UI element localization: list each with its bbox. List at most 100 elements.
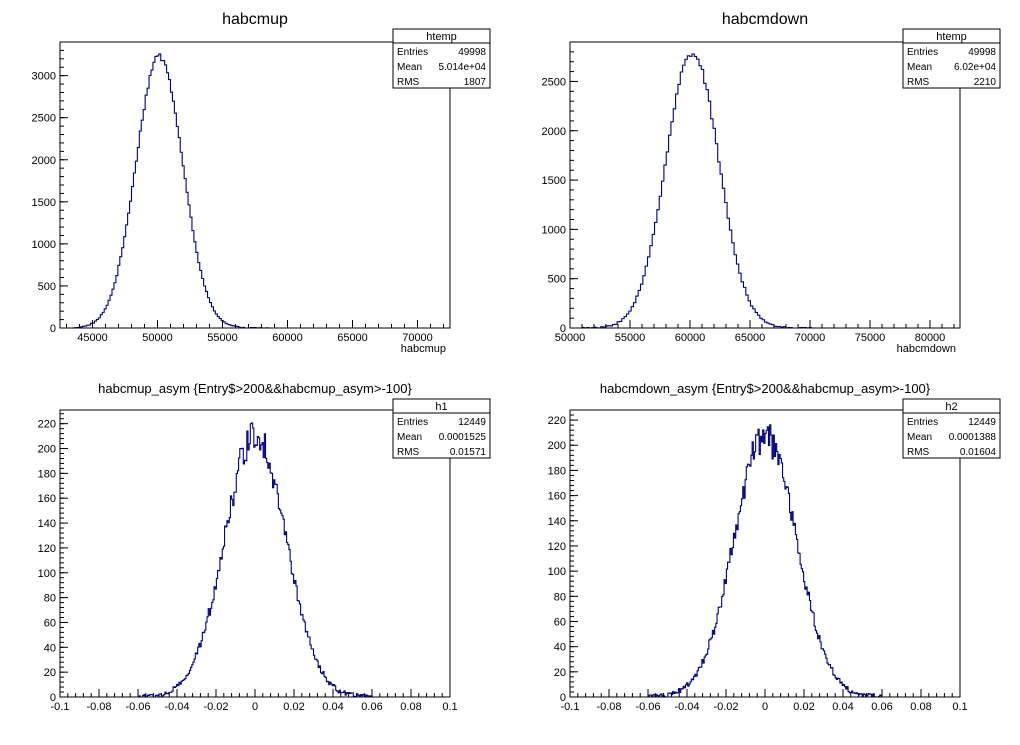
histogram-line (138, 422, 373, 698)
chart-title: habcmup_asym {Entry$>200&&habcmup_asym>-… (98, 381, 412, 396)
y-tick-label: 1500 (32, 197, 56, 209)
y-tick-label: 3000 (32, 71, 56, 83)
x-tick-label: 0.06 (871, 701, 892, 713)
x-tick-label: 0.08 (910, 701, 931, 713)
stats-rms-label: RMS (907, 77, 930, 88)
stats-entries-value: 49998 (968, 47, 996, 58)
y-tick-label: 2000 (32, 155, 56, 167)
y-tick-label: 60 (44, 617, 56, 629)
x-tick-label: 70000 (795, 332, 826, 344)
y-tick-label: 220 (548, 415, 566, 427)
y-tick-label: 0 (560, 692, 566, 704)
stats-box-name: h2 (945, 401, 957, 413)
y-tick-label: 180 (38, 468, 56, 480)
y-tick-label: 160 (548, 491, 566, 503)
x-tick-label: 65000 (735, 332, 766, 344)
stats-rms-value: 0.01571 (450, 447, 487, 458)
chart-panel-2: habcmdown 50000 55000 60000 65000 70000 75000 8… (542, 11, 1001, 355)
y-tick-label: 60 (554, 616, 566, 628)
y-tick-label: 500 (38, 281, 56, 293)
x-tick-label: 75000 (855, 332, 886, 344)
x-tick-label: -0.1 (561, 701, 580, 713)
y-tick-label: 200 (548, 440, 566, 452)
x-tick-label: 0.04 (322, 701, 343, 713)
stats-box: htemp Entries 49998 Mean 5.014e+04 RMS 1807 (392, 28, 491, 89)
stats-mean-label: Mean (397, 432, 422, 443)
stats-mean-label: Mean (907, 62, 932, 73)
x-tick-label: -0.02 (713, 701, 738, 713)
stats-box-frame (902, 398, 1001, 459)
stats-box-name: htemp (936, 31, 967, 43)
x-tick-label: -0.08 (86, 701, 111, 713)
stats-box-frame (392, 28, 491, 89)
x-tick-label: 60000 (675, 332, 706, 344)
y-tick-label: 20 (44, 667, 56, 679)
x-tick-label: 0.02 (793, 701, 814, 713)
y-tick-label: 120 (38, 543, 56, 555)
stats-entries-value: 12449 (458, 417, 486, 428)
stats-mean-value: 6.02e+04 (954, 62, 996, 73)
x-axis-label: habcmdown (897, 343, 956, 355)
x-tick-label: 0.06 (361, 701, 382, 713)
stats-entries-value: 12449 (968, 417, 996, 428)
stats-box: htemp Entries 49998 Mean 6.02e+04 RMS 2210 (902, 28, 1001, 89)
stats-mean-value: 0.0001525 (439, 432, 487, 443)
stats-box: h2 Entries 12449 Mean 0.0001388 RMS 0.01604 (902, 398, 1001, 459)
y-tick-label: 2500 (542, 76, 566, 88)
x-tick-label: 70000 (402, 332, 433, 344)
x-tick-label: 65000 (337, 332, 368, 344)
stats-entries-label: Entries (907, 417, 938, 428)
y-tick-label: 20 (554, 667, 566, 679)
stats-mean-label: Mean (907, 432, 932, 443)
x-tick-label: 0.02 (283, 701, 304, 713)
x-tick-label: 0 (252, 701, 258, 713)
chart-panel-1: habcmup 45000 50000 55000 60000 65000 70000 0 50… (32, 11, 491, 355)
x-tick-label: 0 (762, 701, 768, 713)
plot-frame (569, 41, 961, 329)
x-tick-label: -0.04 (164, 701, 189, 713)
y-tick-label: 100 (548, 566, 566, 578)
stats-rms-label: RMS (397, 447, 420, 458)
x-tick-label: -0.06 (635, 701, 660, 713)
chart-panel-4: habcmdown_asym {Entry$>200&&habcmup_asym… (548, 381, 1001, 713)
x-tick-label: -0.04 (674, 701, 699, 713)
y-tick-label: 0 (50, 692, 56, 704)
y-tick-label: 0 (560, 323, 566, 335)
x-tick-label: 45000 (77, 332, 108, 344)
histogram-line (581, 53, 816, 329)
y-tick-label: 80 (554, 591, 566, 603)
y-tick-label: 2500 (32, 113, 56, 125)
stats-mean-value: 0.0001388 (949, 432, 997, 443)
histogram-line (648, 424, 883, 698)
x-tick-label: 55000 (615, 332, 646, 344)
stats-rms-value: 0.01604 (960, 447, 997, 458)
y-tick-label: 1000 (542, 224, 566, 236)
stats-entries-label: Entries (907, 47, 938, 58)
y-tick-label: 140 (548, 516, 566, 528)
stats-box: h1 Entries 12449 Mean 0.0001525 RMS 0.01571 (392, 398, 491, 459)
y-tick-label: 180 (548, 465, 566, 477)
y-tick-label: 40 (554, 642, 566, 654)
x-tick-label: 50000 (142, 332, 173, 344)
y-tick-label: 0 (50, 323, 56, 335)
stats-entries-label: Entries (397, 417, 428, 428)
x-tick-label: 50000 (555, 332, 586, 344)
stats-rms-label: RMS (907, 447, 930, 458)
stats-box-frame (392, 398, 491, 459)
y-tick-label: 2000 (542, 126, 566, 138)
histogram-line (72, 53, 269, 329)
x-tick-label: -0.1 (51, 701, 70, 713)
x-tick-label: 0.1 (952, 701, 967, 713)
chart-title: habcmup (222, 11, 288, 28)
stats-box-name: htemp (426, 31, 457, 43)
stats-entries-value: 49998 (458, 47, 486, 58)
y-tick-label: 80 (44, 593, 56, 605)
chart-title: habcmdown (722, 11, 808, 28)
y-tick-label: 1500 (542, 175, 566, 187)
y-tick-label: 200 (38, 444, 56, 456)
chart-panel-3: habcmup_asym {Entry$>200&&habcmup_asym>-… (38, 381, 491, 713)
stats-rms-label: RMS (397, 77, 420, 88)
y-tick-label: 120 (548, 541, 566, 553)
